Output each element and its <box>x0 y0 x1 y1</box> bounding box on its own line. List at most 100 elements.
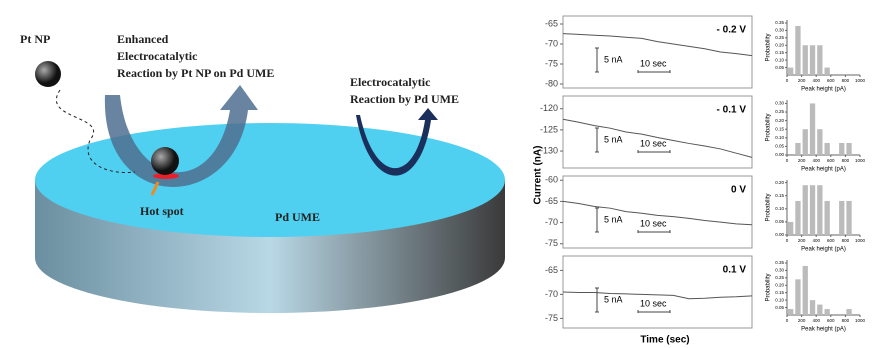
bar <box>809 300 816 315</box>
y-axis-label: Probability <box>766 33 772 61</box>
y-tick-label: -65 <box>545 18 558 28</box>
x-tick-label: 800 <box>842 238 850 243</box>
y-tick-label: 0.10 <box>775 57 784 62</box>
y-tick-label: 0.10 <box>775 135 784 140</box>
disc-top <box>35 123 505 237</box>
bar <box>846 200 852 235</box>
y-tick-label: 0.20 <box>775 42 784 47</box>
scale-label: 10 sec <box>640 298 667 308</box>
bar <box>824 200 830 235</box>
y-tick-label: 0.20 <box>775 282 784 287</box>
np-path <box>56 89 136 174</box>
x-axis-label: Peak height (pA) <box>801 167 846 173</box>
y-tick-label: 0.00 <box>775 152 784 157</box>
y-tick-label: -75 <box>545 58 558 68</box>
scale-bar-v <box>595 127 599 153</box>
x-tick-label: 200 <box>798 78 806 83</box>
y-tick-label: 0.05 <box>775 65 784 70</box>
y-tick-label: 0.15 <box>775 126 784 131</box>
y-tick-label: 0.25 <box>775 275 784 280</box>
bar <box>817 304 823 315</box>
scale-label: 10 sec <box>640 138 667 148</box>
pt-np-on-surface <box>151 147 179 175</box>
y-tick-label: -65 <box>545 265 558 275</box>
bar <box>839 200 845 235</box>
x-tick-label: 200 <box>798 238 806 243</box>
x-tick-label: 400 <box>812 238 820 243</box>
hot-spot-arrow <box>150 181 160 196</box>
scale-bar-h <box>637 70 671 73</box>
bar <box>809 103 816 155</box>
bar <box>817 185 823 235</box>
x-tick-label: 800 <box>842 158 850 163</box>
y-tick-label: -120 <box>540 103 558 113</box>
x-tick-label: 600 <box>827 238 835 243</box>
y-tick-label: 0.35 <box>775 20 784 25</box>
x-tick-label: 600 <box>827 78 835 83</box>
arrow-enhanced <box>104 85 258 187</box>
bar <box>809 185 816 235</box>
label: Enhanced <box>117 32 169 46</box>
trace <box>562 118 753 158</box>
y-tick-label: 0.30 <box>775 101 784 106</box>
bar <box>824 309 830 315</box>
x-tick-label: 400 <box>812 78 820 83</box>
panel-frame <box>562 15 753 89</box>
x-tick-label: 800 <box>842 318 850 323</box>
x-axis-label: Peak height (pA) <box>801 247 846 253</box>
x-tick-label: 1000 <box>855 318 866 323</box>
y-tick-label: 0.30 <box>775 28 784 33</box>
bar <box>817 129 823 155</box>
y-tick-label: 0.15 <box>775 290 784 295</box>
trace <box>562 33 753 57</box>
bar <box>824 67 830 75</box>
bar <box>839 142 845 155</box>
y-tick-label: -75 <box>545 313 558 323</box>
bar <box>795 142 801 155</box>
bar <box>788 67 794 75</box>
label: Hot spot <box>140 204 184 218</box>
label: Pt NP <box>20 32 50 46</box>
scale-label: 5 nA <box>604 294 623 304</box>
scale-bar-h <box>637 150 671 153</box>
bar <box>824 142 830 155</box>
scale-label: 5 nA <box>604 214 623 224</box>
scale-bar-v <box>595 287 599 313</box>
scale-bar-v <box>595 47 599 73</box>
y-tick-label: -70 <box>545 289 558 299</box>
scale-bar-v <box>595 207 599 233</box>
bar <box>802 265 808 315</box>
x-axis-label: Time (sec) <box>640 335 689 346</box>
arrow-pd <box>356 108 438 176</box>
label: Electrocatalytic <box>117 49 198 63</box>
bar <box>795 25 801 75</box>
panel-label: - 0.2 V <box>717 25 747 36</box>
y-tick-label: 0.30 <box>775 268 784 273</box>
x-tick-label: 0 <box>786 78 789 83</box>
x-tick-label: 600 <box>827 158 835 163</box>
y-axis-label: Current (nA) <box>533 146 544 205</box>
bar <box>795 200 801 235</box>
y-axis-label: Probability <box>766 273 772 301</box>
y-axis-label: Probability <box>766 193 772 221</box>
y-tick-label: -130 <box>540 145 558 155</box>
y-tick-label: -65 <box>545 196 558 206</box>
label: Electrocatalytic <box>350 75 431 89</box>
y-tick-label: -70 <box>545 217 558 227</box>
y-tick-label: 0.10 <box>775 297 784 302</box>
y-tick-label: 0.00 <box>775 232 784 237</box>
label: Reaction by Pt NP on Pd UME <box>117 66 274 80</box>
label: Pd UME <box>275 210 320 224</box>
x-tick-label: 1000 <box>855 238 866 243</box>
panel-label: 0.1 V <box>723 265 747 276</box>
x-tick-label: 800 <box>842 78 850 83</box>
y-tick-label: 0.20 <box>775 118 784 123</box>
label: Reaction by Pd UME <box>350 92 459 106</box>
bar <box>817 45 823 75</box>
pt-np <box>35 61 61 87</box>
scale-label: 5 nA <box>604 134 623 144</box>
bar <box>802 129 808 155</box>
scale-label: 10 sec <box>640 58 667 68</box>
y-tick-label: -125 <box>540 124 558 134</box>
x-tick-label: 1000 <box>855 158 866 163</box>
